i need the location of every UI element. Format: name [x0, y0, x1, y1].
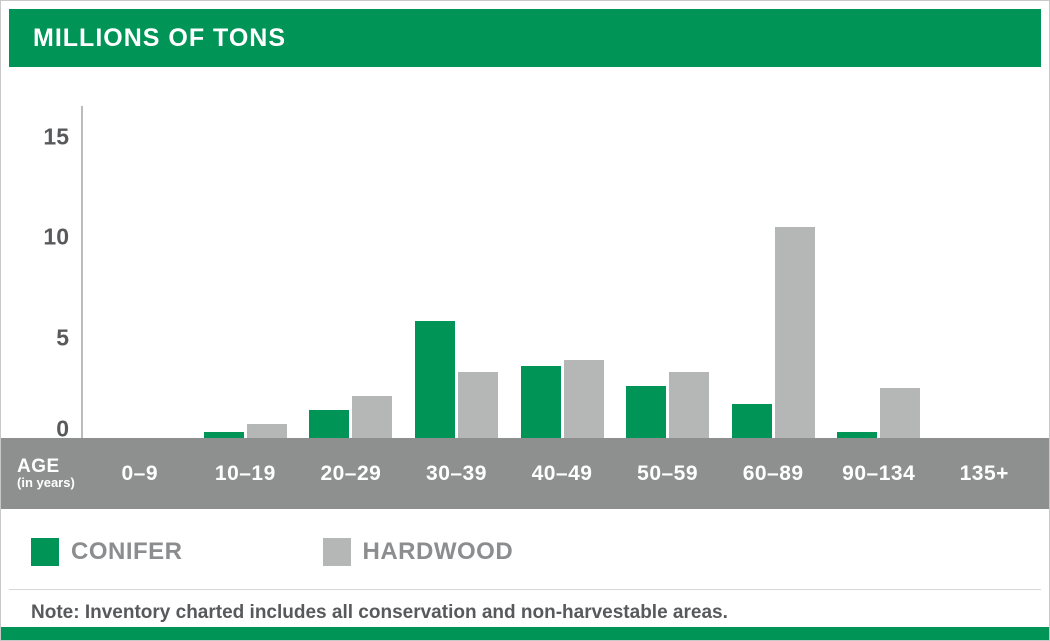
hardwood-bar — [352, 396, 393, 438]
x-axis-band: AGE (in years) 0–9 10–19 20–29 30–39 40–49 50… — [1, 438, 1049, 509]
age-category-label: 60–89 — [742, 461, 804, 485]
x-axis-title-sub: (in years) — [17, 475, 75, 491]
legend-item-hardwood: HARDWOOD — [322, 538, 514, 566]
conifer-bar — [414, 321, 455, 438]
age-category-label: 90–134 — [842, 461, 916, 485]
conifer-bar — [309, 410, 350, 438]
y-tick-label: 0 — [56, 415, 69, 442]
legend: CONIFER HARDWOOD — [31, 537, 513, 567]
hardwood-bar — [563, 360, 604, 438]
conifer-bar — [731, 404, 772, 438]
conifer-bar — [837, 432, 878, 438]
y-tick-label: 5 — [56, 324, 69, 350]
conifer-bar — [203, 432, 244, 438]
divider-line — [9, 589, 1041, 590]
hardwood-bar — [774, 227, 815, 438]
hardwood-bar — [669, 372, 710, 438]
chart-title: MILLIONS OF TONS — [33, 23, 287, 52]
plot-area: 0 5 10 15 — [1, 67, 1049, 442]
x-axis-title: AGE (in years) — [17, 455, 75, 491]
hardwood-swatch-icon — [322, 538, 351, 566]
age-category-label: 10–19 — [214, 461, 276, 485]
bar-group — [932, 67, 1038, 438]
conifer-bar — [626, 386, 667, 438]
chart-title-bar: MILLIONS OF TONS — [9, 9, 1041, 67]
hardwood-bar — [246, 424, 287, 438]
bar-groups — [87, 67, 1037, 438]
bar-group — [193, 67, 299, 438]
legend-label-hardwood: HARDWOOD — [362, 538, 514, 565]
y-tick-label: 15 — [43, 123, 69, 149]
age-category-label: 135+ — [959, 461, 1009, 485]
hardwood-bar — [457, 372, 498, 438]
bar-group — [87, 67, 193, 438]
x-axis-category-labels: 0–9 10–19 20–29 30–39 40–49 50–59 60–89 90–134 1… — [87, 438, 1037, 509]
age-category-label: 0–9 — [121, 461, 159, 485]
legend-item-conifer: CONIFER — [31, 538, 183, 566]
bar-group — [404, 67, 510, 438]
legend-label-conifer: CONIFER — [71, 538, 183, 565]
conifer-bar — [520, 366, 561, 438]
bar-group — [720, 67, 826, 438]
age-category-label: 50–59 — [637, 461, 699, 485]
y-tick-label: 10 — [43, 223, 69, 250]
y-axis-ticks: 0 5 10 15 — [1, 67, 69, 442]
conifer-swatch-icon — [31, 538, 59, 566]
age-category-label: 30–39 — [426, 461, 487, 485]
bar-group — [615, 67, 721, 438]
y-axis-line — [81, 106, 83, 438]
x-axis-title-main: AGE — [17, 455, 60, 477]
age-category-label: 20–29 — [320, 461, 382, 485]
bar-group — [509, 67, 615, 438]
bar-group — [826, 67, 932, 438]
hardwood-bar — [880, 388, 921, 438]
age-category-label: 40–49 — [531, 461, 593, 485]
bottom-accent-bar — [1, 627, 1049, 640]
bar-group — [298, 67, 404, 438]
footnote: Note: Inventory charted includes all con… — [31, 602, 728, 623]
